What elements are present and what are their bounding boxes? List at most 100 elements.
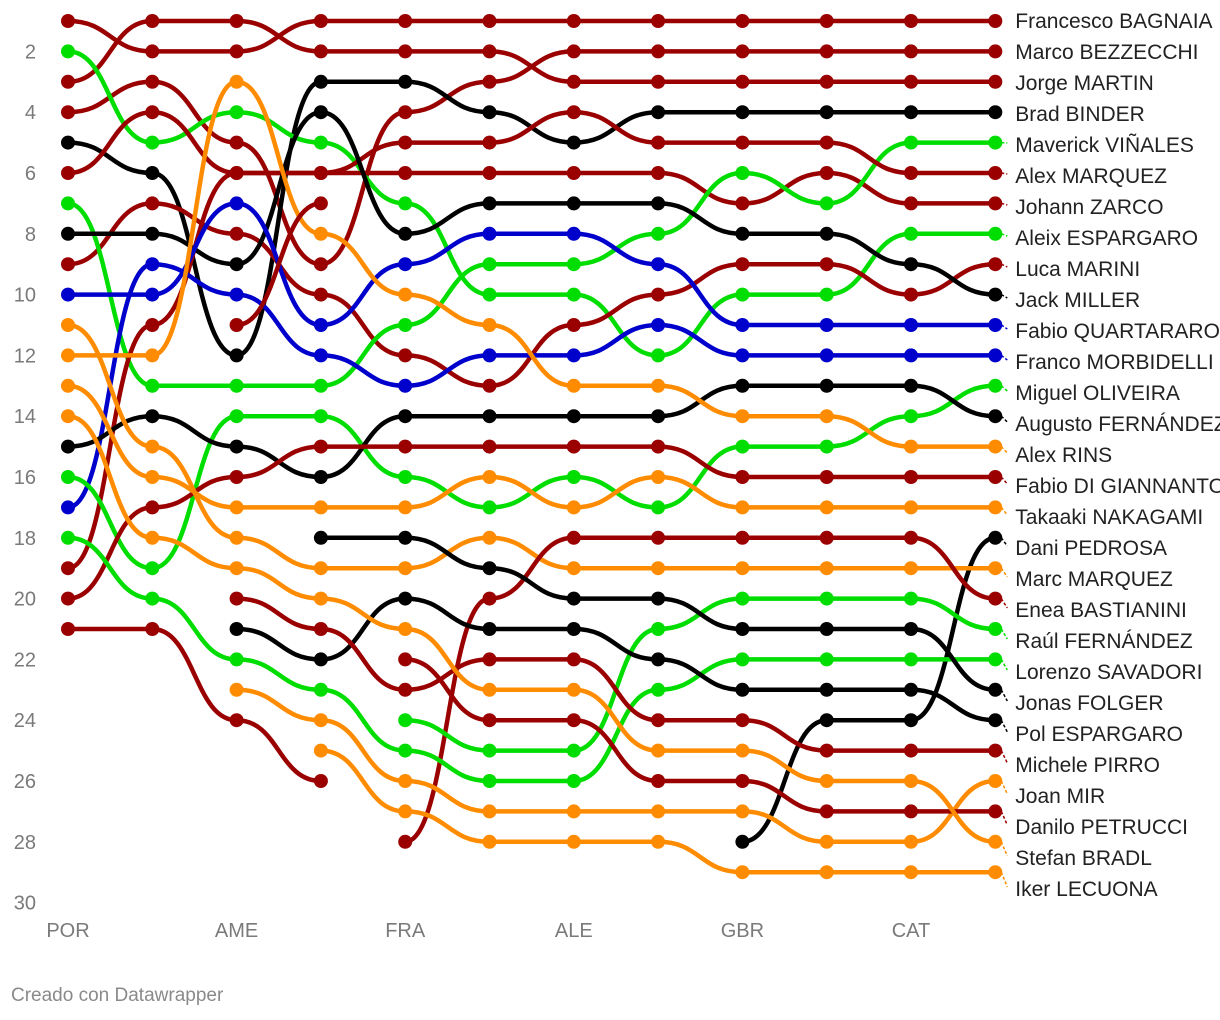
data-point: [61, 226, 75, 241]
data-point: [819, 652, 834, 667]
data-point: [819, 318, 834, 332]
data-point: [61, 500, 75, 515]
series-label: Alex MARQUEZ: [1015, 165, 1167, 188]
data-point: [145, 439, 160, 454]
series-label: Takaaki NAKAGAMI: [1015, 506, 1203, 529]
label-connector: [1000, 841, 1008, 857]
data-point: [651, 378, 666, 393]
data-point: [482, 105, 497, 120]
data-point: [398, 166, 413, 180]
data-point: [819, 287, 834, 302]
data-point: [819, 804, 834, 819]
data-point: [61, 622, 75, 636]
data-point: [735, 196, 750, 211]
data-point: [904, 166, 918, 180]
data-point: [988, 804, 1003, 819]
data-point: [735, 378, 750, 393]
data-point: [398, 409, 413, 424]
data-point: [145, 561, 160, 576]
data-point: [313, 470, 328, 484]
data-point: [735, 14, 750, 28]
data-point: [988, 774, 1003, 788]
data-point: [988, 257, 1003, 272]
label-connector: [1000, 780, 1008, 795]
x-axis: POR AME FRA ALE GBR CAT: [46, 920, 930, 942]
data-point: [651, 166, 666, 180]
data-point: [398, 439, 413, 454]
data-point: [313, 14, 328, 28]
data-point: [313, 348, 328, 363]
data-point: [651, 470, 666, 484]
data-point: [904, 439, 918, 454]
series-label: Maverick VIÑALES: [1015, 133, 1194, 157]
data-point: [61, 561, 75, 576]
data-point: [145, 287, 160, 302]
data-point: [482, 591, 497, 606]
data-point: [61, 287, 75, 302]
data-point: [819, 348, 834, 363]
data-point: [145, 196, 160, 211]
label-connector: [1000, 811, 1008, 826]
data-point: [398, 226, 413, 241]
series-label: Stefan BRADL: [1015, 847, 1152, 870]
series-line: [65, 383, 998, 480]
data-point: [482, 378, 497, 393]
data-point: [904, 804, 918, 819]
data-point: [398, 470, 413, 484]
data-point: [819, 409, 834, 424]
y-tick-label: 8: [25, 224, 36, 246]
data-point: [482, 226, 497, 241]
series-label: Francesco BAGNAIA: [1015, 10, 1212, 33]
series-line: [65, 79, 998, 358]
data-point: [145, 226, 160, 241]
series-label: Marco BEZZECCHI: [1015, 41, 1198, 64]
data-point: [145, 409, 160, 424]
data-point: [651, 622, 666, 636]
series-line: [234, 596, 998, 753]
data-point: [398, 74, 413, 89]
data-point: [61, 44, 75, 59]
data-point: [651, 439, 666, 454]
data-point: [904, 865, 918, 880]
y-tick-label: 12: [14, 345, 36, 367]
data-point: [229, 318, 244, 332]
data-point: [819, 166, 834, 180]
data-point: [735, 774, 750, 788]
data-point: [145, 470, 160, 484]
data-point: [313, 409, 328, 424]
data-point: [651, 287, 666, 302]
data-point: [398, 682, 413, 697]
series-lines: [65, 18, 998, 875]
data-point: [988, 318, 1003, 332]
data-point: [651, 135, 666, 150]
data-point: [482, 318, 497, 332]
data-point: [482, 74, 497, 89]
data-point: [229, 439, 244, 454]
data-point: [819, 865, 834, 880]
credit-text: Creado con Datawrapper: [11, 985, 224, 1006]
data-point: [735, 834, 750, 849]
data-point: [313, 378, 328, 393]
data-point: [735, 713, 750, 728]
label-connector: [1000, 293, 1008, 299]
data-point: [398, 348, 413, 363]
data-point: [651, 196, 666, 211]
data-point: [819, 834, 834, 849]
series-label: Brad BINDER: [1015, 103, 1145, 126]
data-point: [735, 470, 750, 484]
data-point: [566, 318, 581, 332]
data-point: [651, 409, 666, 424]
data-point: [566, 743, 581, 758]
data-point: [482, 561, 497, 576]
data-point: [904, 287, 918, 302]
data-point: [735, 743, 750, 758]
data-point: [651, 105, 666, 120]
data-point: [566, 257, 581, 272]
data-point: [735, 409, 750, 424]
data-point: [398, 500, 413, 515]
data-point: [61, 530, 75, 545]
data-point: [145, 257, 160, 272]
data-point: [61, 439, 75, 454]
data-point: [398, 743, 413, 758]
data-point: [145, 500, 160, 515]
